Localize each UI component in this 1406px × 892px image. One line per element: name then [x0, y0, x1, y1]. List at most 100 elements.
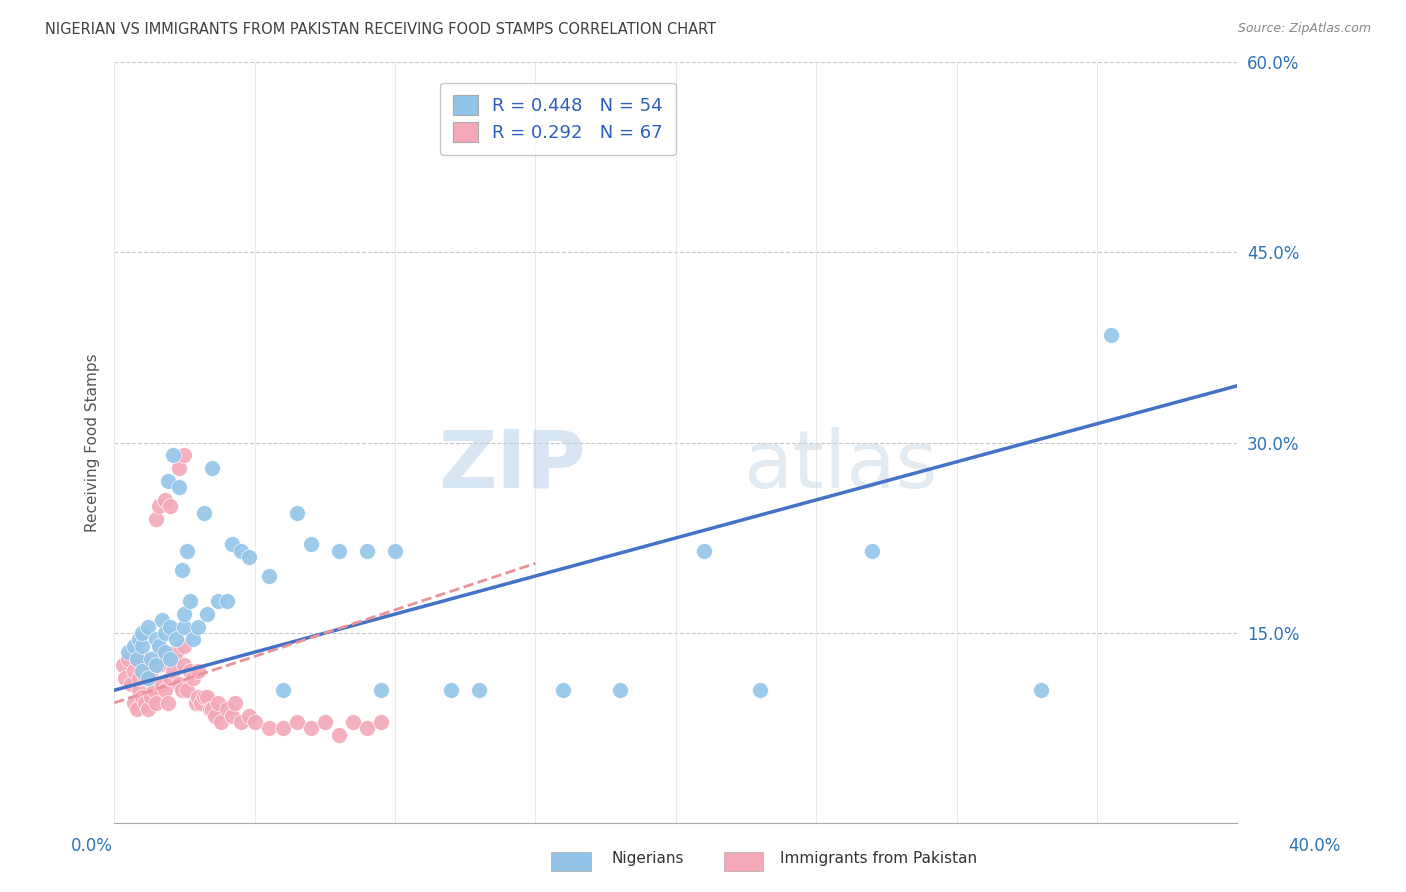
- Point: [131, 639, 153, 653]
- Point: [204, 708, 226, 723]
- Point: [156, 474, 179, 488]
- Point: [173, 639, 195, 653]
- Point: [176, 683, 198, 698]
- Point: [193, 506, 215, 520]
- Point: [187, 664, 209, 678]
- Point: [131, 690, 153, 704]
- Point: [328, 728, 350, 742]
- Point: [153, 683, 176, 698]
- Point: [128, 671, 150, 685]
- Point: [125, 702, 148, 716]
- Point: [145, 632, 167, 647]
- Point: [128, 683, 150, 698]
- Point: [328, 543, 350, 558]
- Point: [195, 690, 218, 704]
- Point: [173, 657, 195, 672]
- Point: [134, 671, 156, 685]
- Point: [384, 543, 406, 558]
- Point: [173, 620, 195, 634]
- Text: atlas: atlas: [744, 426, 938, 505]
- Point: [117, 651, 139, 665]
- Point: [285, 714, 308, 729]
- Text: 0.0%: 0.0%: [70, 837, 112, 855]
- Point: [167, 461, 190, 475]
- Point: [131, 626, 153, 640]
- Point: [162, 449, 184, 463]
- Point: [187, 620, 209, 634]
- Point: [193, 690, 215, 704]
- Legend: R = 0.448   N = 54, R = 0.292   N = 67: R = 0.448 N = 54, R = 0.292 N = 67: [440, 83, 676, 155]
- Point: [271, 683, 294, 698]
- Point: [257, 721, 280, 735]
- Point: [111, 657, 134, 672]
- Point: [159, 500, 181, 514]
- Point: [257, 569, 280, 583]
- Point: [440, 683, 463, 698]
- Point: [271, 721, 294, 735]
- Point: [749, 683, 772, 698]
- Point: [122, 639, 145, 653]
- Point: [198, 702, 221, 716]
- Point: [122, 664, 145, 678]
- Point: [148, 657, 170, 672]
- Point: [136, 620, 159, 634]
- Point: [243, 714, 266, 729]
- Y-axis label: Receiving Food Stamps: Receiving Food Stamps: [86, 353, 100, 533]
- Point: [167, 677, 190, 691]
- Point: [238, 549, 260, 564]
- Point: [229, 543, 252, 558]
- Point: [173, 449, 195, 463]
- Point: [136, 657, 159, 672]
- Point: [299, 721, 322, 735]
- Point: [139, 664, 162, 678]
- Point: [229, 714, 252, 729]
- Point: [468, 683, 491, 698]
- Point: [314, 714, 336, 729]
- Point: [299, 537, 322, 551]
- Point: [221, 537, 243, 551]
- Point: [1029, 683, 1052, 698]
- Point: [209, 714, 232, 729]
- Point: [215, 702, 238, 716]
- Point: [207, 696, 229, 710]
- Point: [145, 696, 167, 710]
- Point: [159, 671, 181, 685]
- Point: [153, 626, 176, 640]
- Point: [125, 651, 148, 665]
- Point: [170, 683, 193, 698]
- Point: [136, 702, 159, 716]
- Text: NIGERIAN VS IMMIGRANTS FROM PAKISTAN RECEIVING FOOD STAMPS CORRELATION CHART: NIGERIAN VS IMMIGRANTS FROM PAKISTAN REC…: [45, 22, 716, 37]
- Point: [150, 677, 173, 691]
- Point: [159, 651, 181, 665]
- Point: [693, 543, 716, 558]
- Point: [184, 696, 207, 710]
- Point: [148, 500, 170, 514]
- Point: [370, 683, 392, 698]
- Point: [179, 594, 201, 608]
- Point: [609, 683, 631, 698]
- Point: [195, 607, 218, 621]
- Point: [167, 480, 190, 494]
- Text: Nigerians: Nigerians: [612, 851, 685, 865]
- Point: [162, 664, 184, 678]
- Point: [181, 632, 204, 647]
- Point: [153, 645, 176, 659]
- Point: [187, 690, 209, 704]
- Point: [139, 690, 162, 704]
- Point: [162, 651, 184, 665]
- Point: [120, 677, 142, 691]
- Point: [201, 461, 224, 475]
- Text: ZIP: ZIP: [439, 426, 586, 505]
- Point: [117, 645, 139, 659]
- Point: [114, 671, 136, 685]
- Text: Source: ZipAtlas.com: Source: ZipAtlas.com: [1237, 22, 1371, 36]
- Text: Immigrants from Pakistan: Immigrants from Pakistan: [780, 851, 977, 865]
- Point: [370, 714, 392, 729]
- Point: [190, 696, 212, 710]
- Point: [153, 492, 176, 507]
- Point: [215, 594, 238, 608]
- Point: [285, 506, 308, 520]
- Point: [134, 696, 156, 710]
- Point: [131, 651, 153, 665]
- Point: [181, 671, 204, 685]
